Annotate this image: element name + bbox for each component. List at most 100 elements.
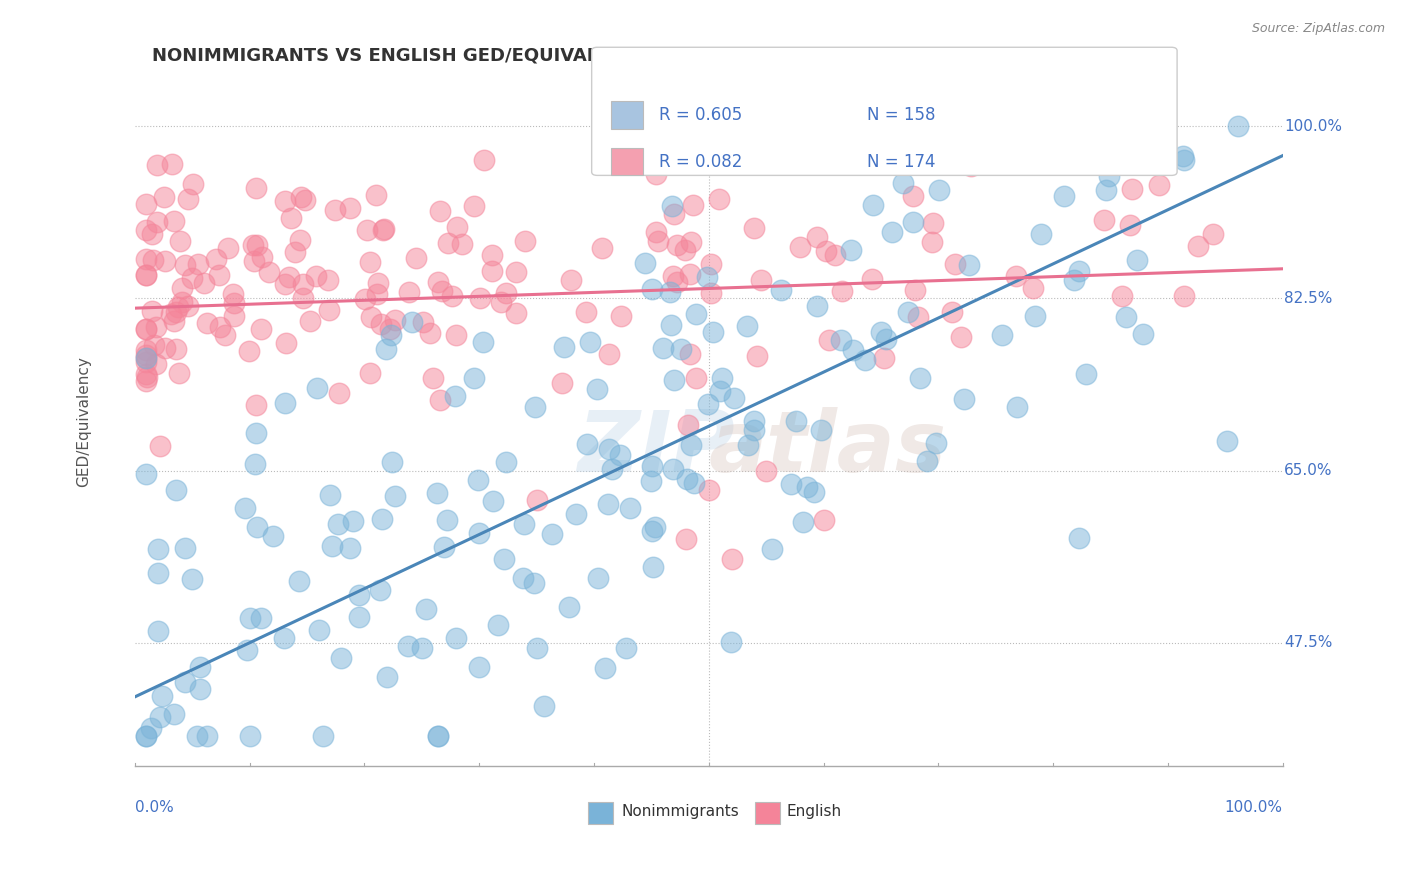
Point xyxy=(647,234,669,248)
Point xyxy=(257,265,280,279)
Point xyxy=(813,513,835,527)
Point xyxy=(148,566,170,580)
Point xyxy=(239,611,262,625)
Point xyxy=(957,259,980,273)
Point xyxy=(641,458,664,473)
Point xyxy=(1132,326,1154,341)
Point xyxy=(662,373,685,387)
Point xyxy=(359,366,381,380)
Point xyxy=(875,332,897,346)
Point xyxy=(1024,309,1046,323)
Point xyxy=(564,507,586,521)
Point xyxy=(806,299,828,313)
Point xyxy=(153,341,176,355)
Point xyxy=(662,206,685,220)
Text: ZIP: ZIP xyxy=(576,408,734,491)
Point xyxy=(239,729,262,743)
Point xyxy=(323,202,346,217)
Point xyxy=(330,650,353,665)
Point xyxy=(411,640,433,655)
Point xyxy=(308,623,330,637)
Point xyxy=(645,167,668,181)
Point xyxy=(707,192,730,206)
Point xyxy=(135,268,157,283)
Point xyxy=(356,223,378,237)
Point xyxy=(806,229,828,244)
Point xyxy=(250,610,273,624)
Point xyxy=(915,454,938,468)
Point xyxy=(761,542,783,557)
Point xyxy=(863,142,886,156)
Point xyxy=(723,392,745,406)
Point xyxy=(205,252,228,267)
Point xyxy=(305,381,328,395)
Point xyxy=(481,248,503,262)
Point xyxy=(380,327,402,342)
Point xyxy=(949,330,972,344)
Point xyxy=(468,525,491,540)
Point xyxy=(643,560,665,574)
Point xyxy=(233,500,256,515)
Point xyxy=(162,214,184,228)
Point xyxy=(1202,227,1225,241)
Point xyxy=(785,414,807,428)
Point xyxy=(641,283,664,297)
Text: English: English xyxy=(787,804,842,819)
Text: N = 158: N = 158 xyxy=(868,106,935,124)
Point xyxy=(652,341,675,355)
Point xyxy=(481,494,503,508)
Point xyxy=(339,541,361,555)
Point xyxy=(174,674,197,689)
Point xyxy=(749,273,772,287)
Point xyxy=(290,190,312,204)
Point xyxy=(645,225,668,239)
Point xyxy=(246,238,269,252)
Point xyxy=(135,351,157,366)
Point xyxy=(294,193,316,207)
Point xyxy=(384,313,406,327)
Point xyxy=(437,235,460,250)
Point xyxy=(292,277,315,292)
Point xyxy=(641,524,664,538)
FancyBboxPatch shape xyxy=(588,802,613,823)
Point xyxy=(862,198,884,212)
Point xyxy=(209,319,232,334)
Point xyxy=(153,253,176,268)
Text: atlas: atlas xyxy=(709,408,946,491)
Point xyxy=(1125,253,1147,268)
Point xyxy=(472,334,495,349)
Point xyxy=(422,371,444,385)
Point xyxy=(366,287,388,301)
Point xyxy=(891,176,914,190)
Point xyxy=(441,289,464,303)
Point xyxy=(755,464,778,478)
Point xyxy=(321,540,343,554)
Point xyxy=(481,264,503,278)
Point xyxy=(288,233,311,247)
Point xyxy=(810,423,832,437)
Point xyxy=(742,220,765,235)
Point xyxy=(666,237,689,252)
Point xyxy=(685,307,707,321)
Point xyxy=(375,670,398,684)
Point xyxy=(789,240,811,254)
Point xyxy=(495,455,517,469)
Point xyxy=(173,258,195,272)
Point xyxy=(470,291,492,305)
Text: 47.5%: 47.5% xyxy=(1284,635,1333,650)
Point xyxy=(598,347,620,361)
Point xyxy=(673,243,696,257)
Point xyxy=(142,252,165,267)
Point xyxy=(208,268,231,282)
Point xyxy=(176,193,198,207)
Point xyxy=(960,159,983,173)
Point xyxy=(1021,281,1043,295)
Point xyxy=(245,398,267,412)
Point xyxy=(188,660,211,674)
Point xyxy=(405,251,427,265)
Point xyxy=(443,389,465,403)
Point xyxy=(444,327,467,342)
Text: 65.0%: 65.0% xyxy=(1284,463,1333,478)
Point xyxy=(696,270,718,285)
Point xyxy=(595,660,617,674)
